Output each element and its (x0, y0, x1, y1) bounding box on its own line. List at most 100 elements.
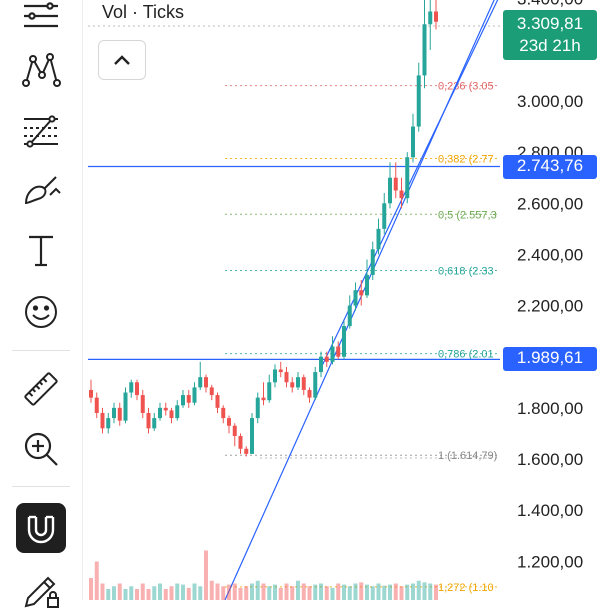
candle-body[interactable] (181, 395, 185, 406)
candle-body[interactable] (261, 397, 266, 401)
candle-body[interactable] (209, 387, 214, 396)
fib-level-label: 0,786 (2.01 (438, 349, 494, 361)
candle-body[interactable] (106, 418, 111, 429)
candle-body[interactable] (135, 382, 139, 396)
candle-body[interactable] (227, 418, 231, 426)
brush-tool-button[interactable] (16, 165, 66, 215)
zoom-in-tool-button[interactable] (16, 424, 66, 474)
pattern-tool-icon (22, 53, 61, 87)
candle-body[interactable] (232, 425, 237, 436)
candle-body[interactable] (221, 407, 226, 419)
candle-body[interactable] (163, 407, 168, 411)
candle-body[interactable] (215, 395, 220, 408)
candle-body[interactable] (416, 75, 421, 127)
text-tool-button[interactable] (16, 225, 66, 275)
volume-bar (273, 584, 277, 600)
candle-body[interactable] (301, 377, 306, 390)
candle-body[interactable] (255, 397, 260, 419)
candle-body[interactable] (169, 410, 174, 419)
candle-body[interactable] (388, 177, 392, 204)
candle-body[interactable] (89, 389, 93, 398)
fib-level-label: 1 (1.614,79) (438, 450, 497, 462)
candle-body[interactable] (290, 382, 295, 388)
magnet-tool-button[interactable] (16, 503, 66, 553)
candle-body[interactable] (273, 369, 277, 383)
candle-body[interactable] (123, 392, 128, 421)
candle-body[interactable] (94, 397, 99, 413)
candle-body[interactable] (238, 435, 243, 449)
volume-bar (152, 586, 157, 600)
candle-body[interactable] (422, 24, 427, 76)
candle-body[interactable] (336, 346, 341, 357)
text-tool-icon (29, 235, 53, 267)
candle-body[interactable] (359, 290, 364, 296)
candle-body[interactable] (434, 11, 438, 22)
candle-body[interactable] (411, 126, 415, 158)
candle-body[interactable] (393, 177, 398, 191)
volume-bar (313, 584, 318, 600)
candle-body[interactable] (405, 157, 410, 199)
fib-level-label: 1,272 (1.10 (438, 582, 494, 594)
volume-bar (106, 589, 111, 600)
candle-body[interactable] (278, 369, 283, 373)
candle-body[interactable] (347, 305, 352, 327)
candle-body[interactable] (198, 377, 203, 388)
volume-bar (94, 561, 99, 600)
candle-body[interactable] (158, 407, 162, 419)
volume-bar (393, 583, 398, 600)
candle-body[interactable] (152, 418, 157, 429)
candle-body[interactable] (112, 407, 116, 419)
candle-body[interactable] (370, 249, 375, 275)
candle-body[interactable] (140, 395, 145, 413)
candle-body[interactable] (399, 190, 404, 199)
volume-bar (215, 583, 220, 600)
candle-body[interactable] (146, 412, 151, 429)
candle-body[interactable] (313, 372, 318, 398)
pattern-tool-button[interactable] (16, 45, 66, 95)
price-chart[interactable]: 3.400,003.000,002.800,002.600,002.400,00… (0, 0, 600, 600)
volume-bar (296, 580, 300, 600)
current-price-value: 3.309,81 (516, 14, 584, 33)
lower-line-price-label: 1.989,61 (503, 347, 597, 372)
candle-body[interactable] (324, 356, 329, 362)
candle-body[interactable] (382, 203, 387, 229)
lines-tool-button[interactable] (16, 0, 66, 42)
fib-level-label: 0,618 (2.33 (438, 266, 494, 278)
price-axis-label: 3.400,00 (517, 0, 583, 9)
candle-body[interactable] (365, 274, 369, 296)
trendline-inner[interactable] (319, 0, 500, 371)
candle-body[interactable] (330, 346, 335, 362)
fib-tool-button[interactable] (16, 106, 66, 156)
candle-body[interactable] (284, 372, 289, 383)
candle-body[interactable] (342, 326, 346, 357)
candle-body[interactable] (192, 387, 197, 403)
volume-bar (181, 584, 185, 600)
candle-body[interactable] (129, 382, 134, 393)
candle-body[interactable] (175, 405, 180, 419)
candle-body[interactable] (204, 377, 208, 388)
candle-body[interactable] (267, 382, 272, 401)
candle-body[interactable] (296, 377, 300, 388)
candle-body[interactable] (244, 448, 249, 454)
candle-body[interactable] (376, 228, 381, 250)
volume-bar (376, 583, 381, 600)
candle-body[interactable] (117, 407, 122, 421)
volume-bar (204, 550, 208, 600)
lock-drawing-tool-button[interactable] (16, 566, 66, 616)
fib-level-label: 0,382 (2.77 (438, 154, 494, 166)
candle-body[interactable] (353, 290, 358, 306)
volume-bar (353, 583, 358, 600)
collapse-legend-button[interactable] (98, 40, 146, 80)
candle-body[interactable] (250, 418, 254, 454)
emoji-tool-button[interactable] (16, 287, 66, 337)
ruler-tool-button[interactable] (16, 364, 66, 414)
candle-body[interactable] (428, 11, 433, 25)
candle-body[interactable] (100, 412, 105, 429)
candle-countdown: 23d 21h (519, 36, 581, 55)
volume-bar (221, 586, 226, 600)
candle-body[interactable] (319, 356, 323, 373)
volume-bar (158, 583, 162, 600)
candle-body[interactable] (307, 389, 312, 398)
price-axis-label: 1.400,00 (517, 501, 583, 520)
candle-body[interactable] (186, 395, 191, 403)
